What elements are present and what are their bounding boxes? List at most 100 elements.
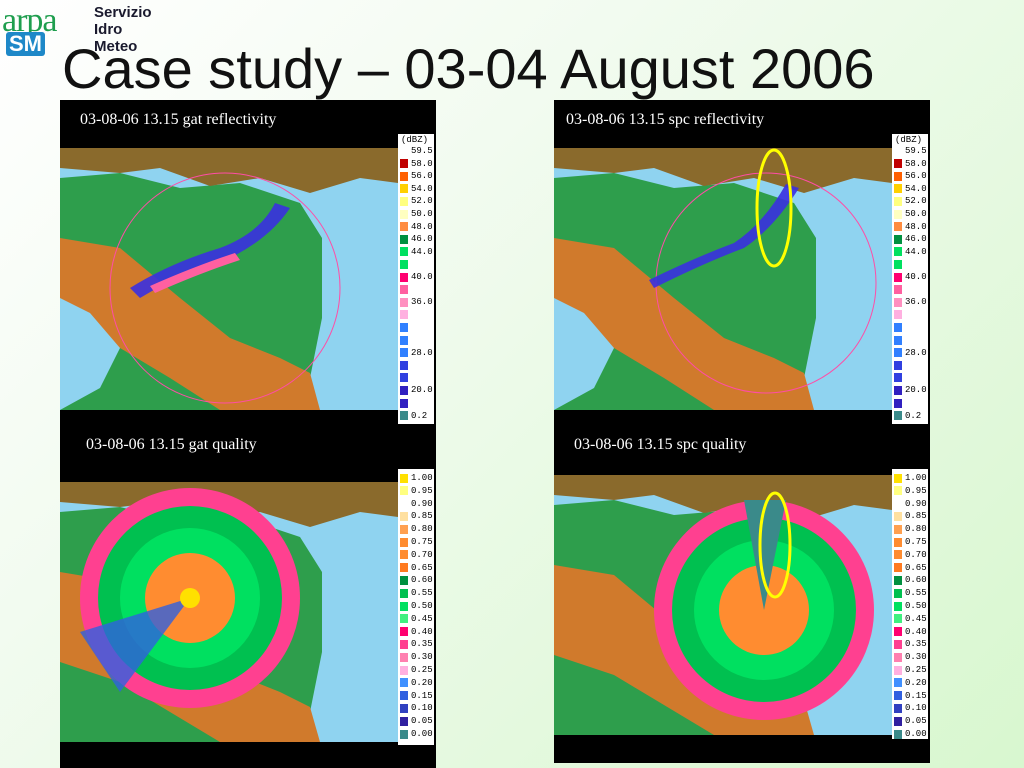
legend-label: 0.70 <box>905 549 927 560</box>
legend-label: 0.25 <box>905 665 927 675</box>
legend-entry <box>400 398 411 408</box>
legend-entry <box>400 360 411 370</box>
legend-swatch <box>400 285 408 295</box>
legend-swatch <box>894 511 902 521</box>
legend-entry: 0.05 <box>894 716 927 726</box>
highlight-ellipse <box>755 148 793 268</box>
legend-entry <box>400 373 411 383</box>
legend-label: 0.85 <box>411 511 433 522</box>
legend-entry: 40.0 <box>894 272 927 282</box>
legend-swatch <box>400 222 408 232</box>
legend-swatch <box>400 575 408 585</box>
legend-swatch <box>400 196 408 206</box>
legend-entry <box>894 360 905 370</box>
legend-swatch <box>894 411 902 421</box>
legend-label: 36.0 <box>411 297 433 308</box>
legend-swatch <box>894 575 902 585</box>
alps-area <box>554 475 892 520</box>
legend-unit: (dBZ) <box>895 135 923 145</box>
legend-swatch <box>400 259 408 269</box>
legend-swatch <box>894 348 902 358</box>
legend-label: 20.0 <box>411 385 433 396</box>
quality-legend: 1.00 0.95 0.90 0.85 0.80 0.75 0.70 0.65 0.60 0.55… <box>892 469 928 739</box>
legend-entry <box>894 310 905 320</box>
radar-site <box>180 588 200 608</box>
legend-entry: 58.0 <box>894 159 927 169</box>
legend-label: 0.45 <box>905 613 927 624</box>
legend-label: 0.65 <box>411 562 433 573</box>
legend-label: 52.0 <box>411 196 433 207</box>
legend-label: 36.0 <box>905 297 927 308</box>
legend-entry: 0.95 <box>894 486 927 496</box>
legend-entry: 0.2 <box>400 411 427 421</box>
legend-entry: 0.45 <box>400 614 433 624</box>
legend-swatch <box>400 373 408 383</box>
quality-sector-blocked <box>744 500 786 610</box>
legend-swatch <box>400 360 408 370</box>
legend-swatch <box>894 272 902 282</box>
legend-entry: 46.0 <box>894 234 927 244</box>
legend-swatch <box>894 550 902 560</box>
legend-label: 54.0 <box>905 183 927 194</box>
legend-label: 52.0 <box>905 196 927 207</box>
legend-entry: 1.00 <box>894 473 927 483</box>
legend-swatch <box>894 601 902 611</box>
legend-swatch <box>400 703 408 713</box>
legend-label: 0.60 <box>411 575 433 586</box>
legend-entry: 0.50 <box>400 601 433 611</box>
legend-swatch <box>400 310 408 320</box>
legend-swatch <box>400 348 408 358</box>
legend-label: 46.0 <box>905 234 927 245</box>
legend-entry <box>894 259 905 269</box>
legend-entry: 0.65 <box>400 563 433 573</box>
legend-label: 0.55 <box>411 588 433 599</box>
arpa-sim-logo: arpa SM Servizio Idro Meteo <box>2 2 172 58</box>
legend-label: 0.35 <box>411 639 433 650</box>
quality-legend: 1.00 0.95 0.90 0.85 0.80 0.75 0.70 0.65 0.60 0.55… <box>398 469 434 745</box>
legend-entry: 0.85 <box>894 511 927 521</box>
legend-swatch <box>400 665 408 675</box>
precipitation-band <box>649 184 799 288</box>
panel-gat-quality: 03-08-06 13.15 gat quality 1.00 0.95 0.90 0… <box>60 425 436 768</box>
legend-entry: 0.2 <box>894 411 921 421</box>
legend-entry: 0.00 <box>894 729 927 739</box>
legend-entry: 20.0 <box>400 385 433 395</box>
legend-entry: 44.0 <box>894 247 927 257</box>
legend-entry: 0.10 <box>894 703 927 713</box>
legend-swatch <box>894 259 902 269</box>
legend-swatch <box>894 209 902 219</box>
legend-swatch <box>894 234 902 244</box>
legend-entry: 59.5 <box>400 146 433 156</box>
legend-label: 59.5 <box>905 146 927 156</box>
logo-sm-badge: SM <box>6 32 45 56</box>
legend-entry: 0.05 <box>400 716 433 726</box>
legend-swatch <box>400 550 408 560</box>
legend-swatch <box>894 196 902 206</box>
legend-entry: 0.50 <box>894 601 927 611</box>
legend-entry: 0.70 <box>894 550 927 560</box>
reflectivity-legend: (dBZ) 59.5 58.0 56.0 54.0 52.0 50.0 48.0 46.0 44… <box>892 134 928 424</box>
precipitation-core <box>150 253 240 293</box>
legend-entry: 0.15 <box>400 691 433 701</box>
apennines-area <box>60 238 320 410</box>
legend-label: 56.0 <box>411 171 433 182</box>
legend-unit: (dBZ) <box>401 135 429 145</box>
legend-entry: 56.0 <box>894 171 927 181</box>
tyrrhenian-sea <box>554 298 614 410</box>
legend-entry: 52.0 <box>400 196 433 206</box>
legend-swatch <box>894 627 902 637</box>
legend-entry <box>400 335 411 345</box>
legend-swatch <box>894 691 902 701</box>
legend-swatch <box>894 563 902 573</box>
panel-title: 03-08-06 13.15 spc reflectivity <box>566 111 765 128</box>
legend-entry: 48.0 <box>400 222 433 232</box>
legend-swatch <box>894 614 902 624</box>
legend-swatch <box>894 665 902 675</box>
legend-label: 0.15 <box>411 690 433 701</box>
legend-swatch <box>400 691 408 701</box>
radar-map-gat-reflectivity <box>60 148 398 410</box>
legend-label: 0.75 <box>411 537 433 547</box>
legend-swatch <box>894 703 902 713</box>
legend-entry: 36.0 <box>400 297 433 307</box>
radar-range-ring <box>109 172 341 404</box>
